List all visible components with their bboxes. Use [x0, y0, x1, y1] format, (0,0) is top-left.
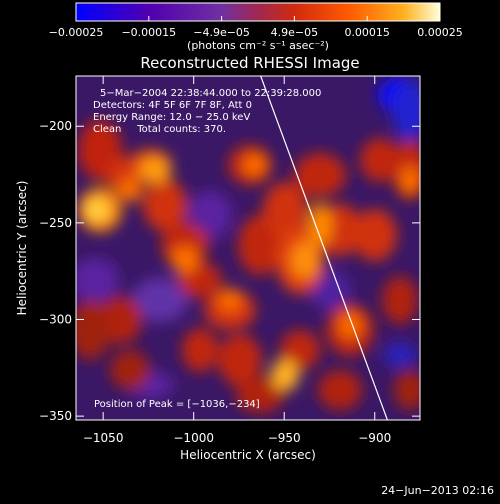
colorbar	[75, 2, 441, 22]
heatmap-blob	[85, 198, 109, 222]
heatmap-blob	[182, 328, 218, 372]
heatmap-blob	[353, 209, 397, 261]
annotation-counts: Clean Total counts: 370.	[93, 124, 226, 135]
heatmap-blob	[76, 300, 110, 360]
heatmap-blob	[338, 311, 362, 339]
colorbar-tick-label: −4.9e−05	[193, 26, 250, 39]
heatmap-blob	[132, 278, 188, 322]
peak-position-label: Position of Peak = [−1036,−234]	[94, 399, 260, 410]
x-tick-label: −950	[268, 431, 301, 445]
heatmap-blob	[360, 138, 400, 182]
colorbar-ticks	[75, 16, 441, 21]
x-tick-label: −900	[358, 431, 391, 445]
heatmap-blob	[400, 166, 420, 194]
x-axis-label: Heliocentric X (arcsec)	[180, 448, 316, 462]
heatmap-blob	[139, 156, 171, 184]
heatmap-blob	[384, 343, 416, 367]
heatmap-blob	[171, 246, 199, 274]
chart-title: Reconstructed RHESSI Image	[140, 54, 359, 72]
heatmap-blob	[243, 153, 267, 177]
heatmap-blob	[280, 330, 320, 370]
heatmap-blob	[143, 179, 187, 231]
y-tick-label: −350	[39, 409, 72, 423]
heatmap-blob	[310, 270, 350, 310]
colorbar-tick-label: −0.00015	[121, 26, 176, 39]
heatmap-blob	[271, 359, 299, 391]
heatmap-blob	[392, 80, 420, 140]
solar-limb-line	[260, 76, 388, 420]
y-tick-label: −300	[39, 313, 72, 327]
heatmap-blob	[236, 377, 284, 413]
x-axis-ticks: −1050 −1000 −950 −900	[83, 76, 391, 445]
heatmap-blob	[218, 288, 242, 312]
colorbar-tick-label: 4.9e−05	[271, 26, 318, 39]
heatmap-blob	[76, 258, 119, 302]
colorbar-tick-label: −0.00025	[49, 26, 104, 39]
heatmap-blob	[218, 334, 262, 386]
y-axis-ticks: −200 −250 −300 −350	[39, 119, 420, 423]
heatmap-blob	[318, 370, 362, 410]
annotation-time: 5−Mar−2004 22:38:44.000 to 22:39:28.000	[100, 88, 321, 99]
colorbar-tick-label: 0.00015	[344, 26, 390, 39]
heatmap-image	[76, 76, 420, 420]
timestamp: 24−Jun−2013 02:16	[381, 484, 494, 497]
y-tick-label: −200	[39, 119, 72, 133]
y-tick-label: −250	[39, 216, 72, 230]
plot-frame	[75, 75, 421, 421]
heatmap-blob	[110, 350, 150, 390]
colorbar-unit-label: (photons cm⁻² s⁻¹ asec⁻²)	[187, 39, 329, 52]
heatmap-blob	[263, 182, 307, 238]
heatmap-blob	[188, 191, 232, 239]
colorbar-tick-label: 0.00025	[417, 26, 463, 39]
annotation-detectors: Detectors: 4F 5F 6F 7F 8F, Att 0	[93, 100, 252, 111]
heatmap-blob	[382, 276, 418, 324]
heatmap-blob	[118, 178, 142, 202]
x-tick-label: −1050	[83, 431, 124, 445]
heatmap-blob	[291, 242, 319, 278]
y-axis-label: Heliocentric Y (arcsec)	[15, 181, 29, 316]
annotation-energy: Energy Range: 12.0 − 25.0 keV	[93, 112, 250, 123]
heatmap-blob	[394, 370, 420, 410]
heatmap-blob	[294, 153, 346, 197]
colorbar-tick-labels: −0.00025 −0.00015 −4.9e−05 4.9e−05 0.00015 0.…	[49, 26, 463, 39]
heatmap-blob	[308, 203, 332, 247]
x-tick-label: −1000	[173, 431, 214, 445]
